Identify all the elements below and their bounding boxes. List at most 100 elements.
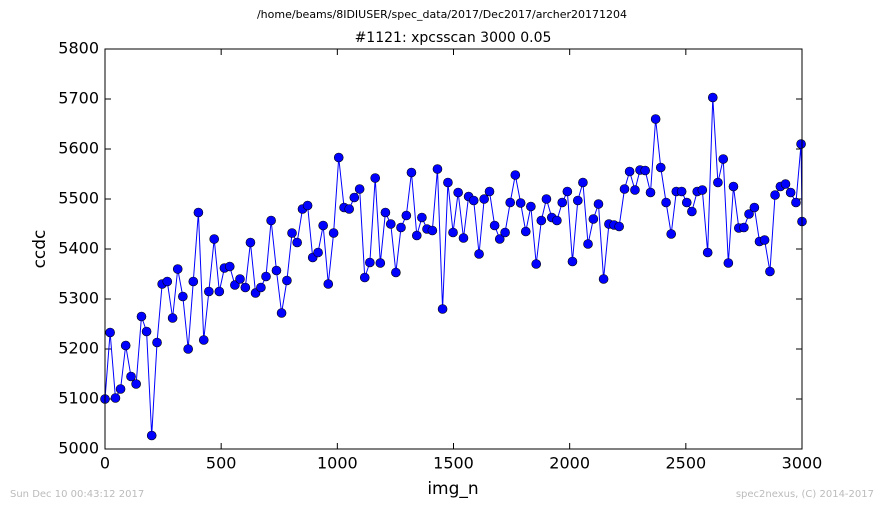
- data-point: [624, 166, 635, 177]
- data-point: [193, 207, 204, 218]
- data-point: [385, 219, 396, 229]
- data-point: [354, 184, 365, 194]
- data-point: [661, 197, 671, 208]
- data-point: [224, 261, 235, 272]
- data-point: [494, 234, 505, 244]
- data-point: [333, 152, 344, 163]
- data-point: [178, 291, 188, 302]
- data-point: [749, 202, 760, 213]
- data-point: [131, 379, 141, 389]
- data-point: [120, 340, 131, 351]
- data-point: [536, 215, 547, 226]
- data-point: [707, 92, 718, 103]
- data-point: [146, 430, 157, 441]
- x-tick-label: 2500: [665, 454, 706, 473]
- y-tick-label: 5600: [58, 139, 99, 158]
- data-point: [282, 275, 292, 286]
- data-point: [702, 247, 713, 258]
- data-point: [406, 167, 417, 178]
- data-point: [723, 258, 734, 268]
- data-point: [510, 170, 521, 180]
- data-point: [474, 249, 484, 259]
- data-point: [183, 344, 193, 354]
- data-point: [645, 187, 656, 198]
- data-point: [448, 227, 458, 238]
- data-point: [328, 228, 339, 238]
- data-point: [349, 192, 360, 203]
- y-tick-label: 5100: [58, 389, 99, 408]
- plot-frame: [104, 48, 803, 450]
- data-point: [344, 204, 354, 214]
- data-point: [739, 222, 749, 233]
- data-point: [126, 371, 136, 382]
- data-point: [370, 173, 381, 183]
- data-point: [468, 195, 479, 206]
- data-point: [235, 274, 245, 284]
- data-point: [557, 197, 568, 208]
- data-point: [562, 186, 573, 197]
- data-point: [396, 222, 406, 233]
- data-point: [588, 214, 599, 224]
- data-point: [365, 257, 375, 268]
- data-point: [256, 282, 266, 293]
- data-point: [520, 226, 531, 237]
- data-point: [313, 247, 323, 258]
- data-point: [391, 267, 401, 278]
- data-point: [770, 190, 780, 200]
- data-point: [598, 274, 609, 284]
- data-point: [526, 201, 536, 212]
- data-point: [567, 256, 578, 267]
- data-point: [359, 272, 370, 283]
- data-point: [479, 194, 489, 204]
- data-point: [401, 210, 412, 221]
- data-point: [375, 258, 386, 268]
- data-point: [759, 235, 770, 245]
- data-point: [640, 165, 650, 176]
- x-tick-label: 500: [206, 454, 237, 473]
- data-point: [437, 304, 448, 314]
- data-point: [630, 185, 640, 195]
- data-point: [323, 279, 334, 289]
- data-point: [796, 139, 806, 149]
- data-point: [531, 259, 542, 269]
- data-point: [152, 337, 162, 348]
- data-point: [676, 186, 687, 197]
- data-point: [505, 197, 515, 208]
- data-point: [167, 313, 178, 323]
- data-point: [287, 228, 297, 238]
- data-point: [697, 185, 708, 195]
- data-point: [765, 266, 775, 277]
- chart-title: #1121: xpcsscan 3000 0.05: [355, 30, 552, 46]
- data-point: [432, 164, 443, 174]
- suptitle: /home/beams/8IDIUSER/spec_data/2017/Dec2…: [257, 8, 627, 21]
- data-point: [261, 271, 271, 282]
- data-point: [619, 184, 630, 194]
- data-point: [728, 181, 739, 192]
- data-point: [188, 276, 199, 287]
- data-point: [266, 215, 276, 226]
- x-tick-label: 2000: [549, 454, 590, 473]
- data-point: [162, 276, 173, 287]
- data-point: [552, 215, 562, 226]
- data-point: [541, 194, 552, 204]
- x-tick-label: 0: [100, 454, 110, 473]
- data-point: [453, 187, 463, 198]
- data-point: [318, 220, 328, 231]
- data-point: [105, 327, 115, 338]
- data-point: [209, 234, 219, 244]
- data-point: [515, 198, 526, 208]
- y-axis-label: ccdc: [30, 230, 50, 269]
- data-point: [302, 200, 313, 211]
- data-point: [198, 335, 209, 345]
- data-point: [500, 227, 510, 238]
- x-tick-label: 3000: [782, 454, 823, 473]
- data-point: [411, 230, 422, 241]
- footer-left: Sun Dec 10 00:43:12 2017: [10, 489, 144, 500]
- x-axis-label: img_n: [427, 479, 478, 499]
- data-point: [785, 187, 796, 198]
- y-tick-label: 5400: [58, 239, 99, 258]
- data-point: [380, 207, 391, 218]
- data-point: [650, 114, 661, 124]
- data-point: [204, 286, 214, 297]
